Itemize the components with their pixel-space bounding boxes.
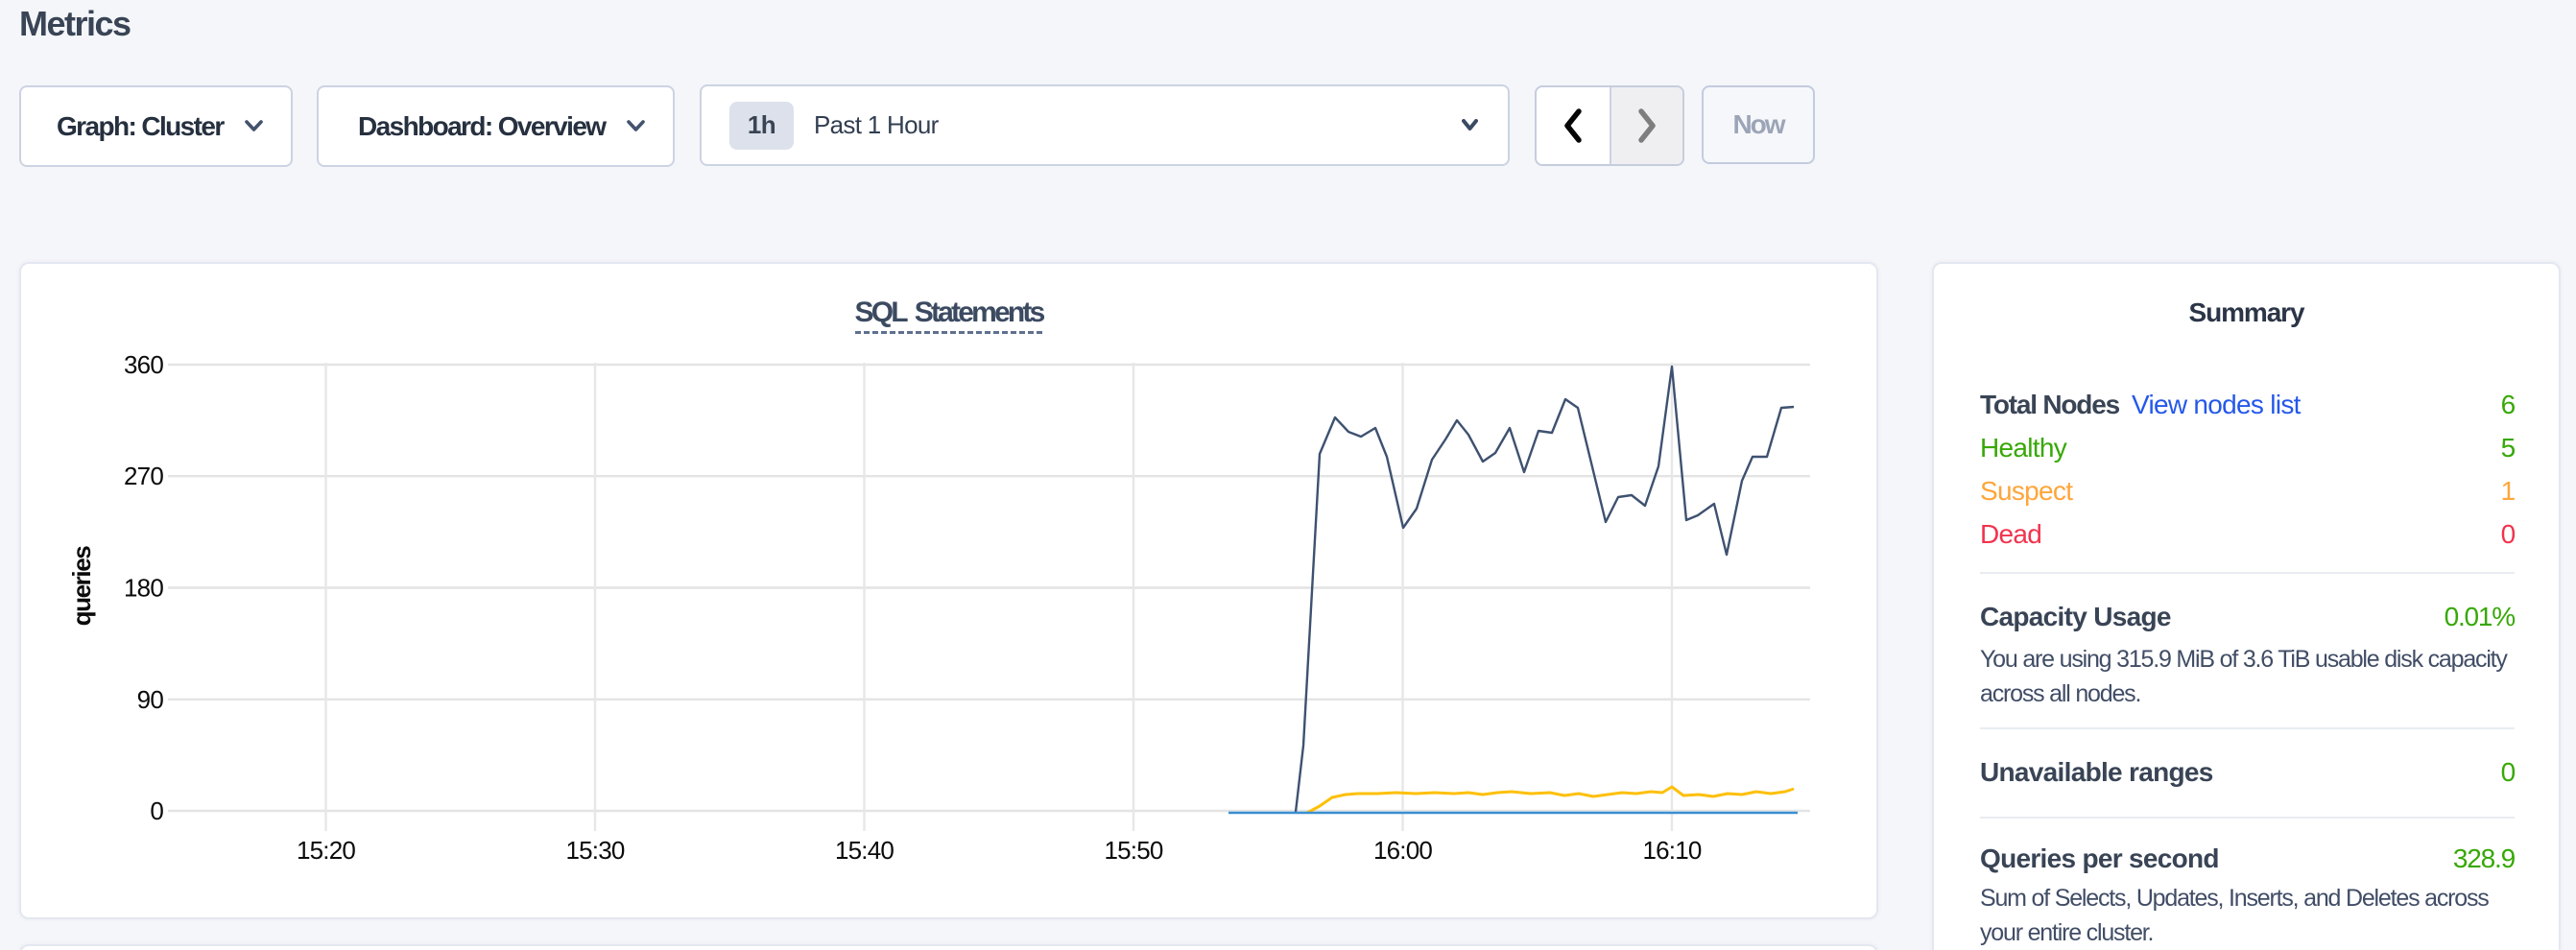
svg-text:270: 270 [124, 462, 163, 490]
svg-text:16:00: 16:00 [1373, 836, 1432, 865]
svg-text:15:20: 15:20 [297, 836, 355, 865]
svg-text:queries: queries [67, 546, 96, 627]
svg-text:0: 0 [150, 796, 163, 825]
svg-text:15:40: 15:40 [835, 836, 894, 865]
svg-text:15:30: 15:30 [565, 836, 624, 865]
svg-text:180: 180 [124, 574, 163, 603]
svg-text:360: 360 [124, 350, 163, 379]
svg-text:15:50: 15:50 [1104, 836, 1162, 865]
svg-text:90: 90 [137, 685, 164, 714]
svg-text:16:10: 16:10 [1642, 836, 1701, 865]
